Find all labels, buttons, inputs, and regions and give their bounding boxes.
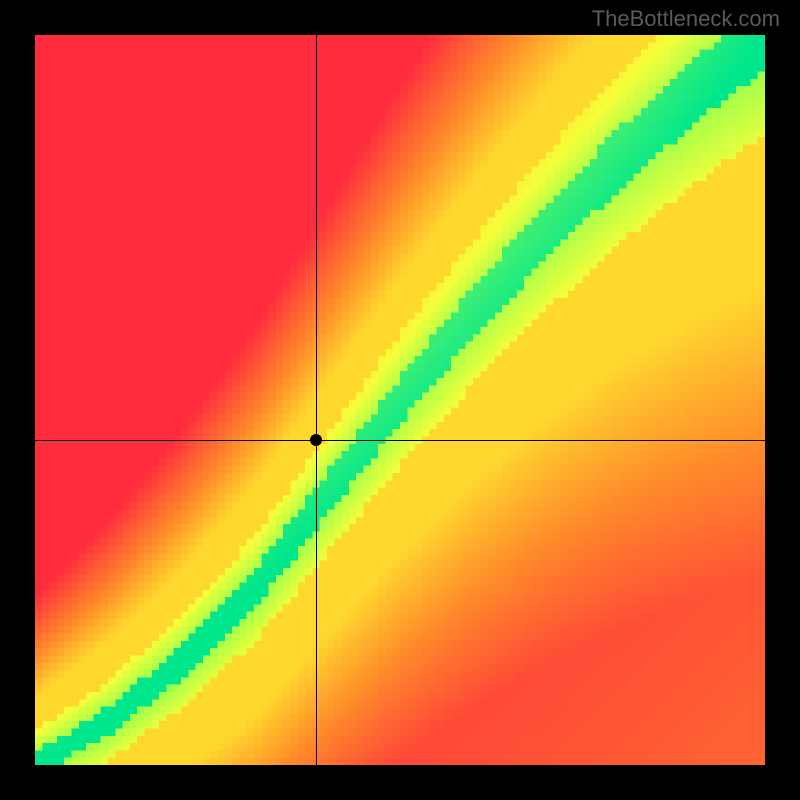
watermark-text: TheBottleneck.com	[592, 6, 780, 32]
bottleneck-heatmap	[35, 35, 765, 765]
crosshair-horizontal	[35, 440, 765, 441]
selection-marker	[310, 434, 322, 446]
crosshair-vertical	[316, 35, 317, 765]
heatmap-canvas	[35, 35, 765, 765]
